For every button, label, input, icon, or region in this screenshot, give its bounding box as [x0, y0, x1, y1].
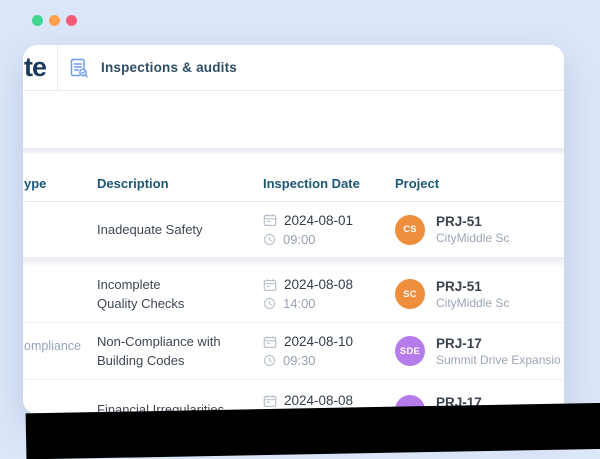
inspection-time: 09:00: [283, 231, 316, 247]
window-header: te Inspections & audits: [23, 45, 564, 91]
type-cell: [23, 202, 97, 257]
inspection-date-cell: 2024-08-10 09:30: [263, 334, 395, 368]
table-row[interactable]: ompliance Non-Compliance with Building C…: [23, 322, 564, 379]
avatar: SC: [395, 279, 425, 309]
project-code: PRJ-17: [436, 335, 482, 351]
column-header-description[interactable]: Description: [97, 176, 169, 191]
section-gap: [23, 149, 564, 154]
description-line: Inadequate Safety: [97, 221, 203, 237]
description-line: Building Codes: [97, 353, 185, 368]
table-row[interactable]: Incomplete Quality Checks 2024-08-08 14:…: [23, 266, 564, 322]
traffic-light-red[interactable]: [66, 15, 77, 26]
description-cell: Inadequate Safety: [97, 220, 263, 240]
row-gap: [23, 257, 564, 266]
project-name: CityMiddle Sc: [436, 231, 510, 245]
column-header-type[interactable]: ype: [24, 176, 47, 191]
avatar: CS: [395, 214, 425, 245]
description-line: Financial Irregularities: [97, 402, 225, 414]
project-code: PRJ-51: [436, 278, 482, 294]
avatar: SDE: [395, 336, 425, 366]
document-audit-icon: [68, 57, 90, 79]
project-cell[interactable]: CS PRJ-51 CityMiddle Sc: [395, 214, 564, 245]
toolbar-empty-area: [23, 91, 564, 149]
table-header-row: ype Description Inspection Date Project: [23, 154, 564, 202]
clock-icon: [263, 354, 276, 367]
inspection-date: 2024-08-10: [284, 334, 354, 349]
inspection-time: 14:00: [283, 296, 316, 311]
window-traffic-lights: [32, 15, 77, 26]
table-row[interactable]: Inadequate Safety 2024-08-01 09:00 CS PR…: [23, 202, 564, 257]
column-header-project[interactable]: Project: [395, 176, 440, 191]
calendar-icon: [263, 213, 277, 227]
inspection-date: 2024-08-01: [284, 212, 354, 228]
project-name: CityMiddle Sc: [436, 295, 510, 310]
description-cell: Non-Compliance with Building Codes: [97, 332, 263, 371]
type-cell: [23, 266, 97, 322]
clock-icon: [263, 297, 276, 310]
traffic-light-green[interactable]: [32, 15, 43, 26]
description-line: Quality Checks: [97, 296, 185, 311]
description-cell: Incomplete Quality Checks: [97, 275, 263, 314]
clock-icon: [263, 233, 276, 246]
traffic-light-orange[interactable]: [49, 15, 60, 26]
type-cell: ompliance: [24, 339, 81, 353]
description-cell: Financial Irregularities: [97, 400, 263, 414]
inspection-date-cell: 2024-08-01 09:00: [263, 213, 395, 247]
inspection-date-cell: 2024-08-08 14:00: [263, 277, 395, 311]
type-cell: [23, 380, 97, 414]
column-header-inspection-date[interactable]: Inspection Date: [263, 176, 360, 191]
app-logo[interactable]: te: [24, 52, 47, 82]
project-name: Summit Drive Expansio: [436, 352, 561, 367]
page-title: Inspections & audits: [101, 60, 238, 75]
description-line: Non-Compliance with: [97, 333, 221, 349]
calendar-icon: [263, 394, 277, 408]
project-cell[interactable]: SDE PRJ-17 Summit Drive Expansio: [395, 336, 564, 367]
inspection-date: 2024-08-08: [284, 393, 354, 408]
app-window: te Inspections & audits ype Description …: [23, 45, 564, 414]
project-code: PRJ-51: [436, 214, 482, 229]
calendar-icon: [263, 335, 277, 349]
project-cell[interactable]: SC PRJ-51 CityMiddle Sc: [395, 279, 564, 310]
header-divider: [57, 45, 58, 90]
calendar-icon: [263, 278, 277, 292]
description-line: Incomplete: [97, 276, 161, 292]
inspection-date: 2024-08-08: [284, 277, 354, 292]
inspection-time: 09:30: [283, 353, 316, 368]
